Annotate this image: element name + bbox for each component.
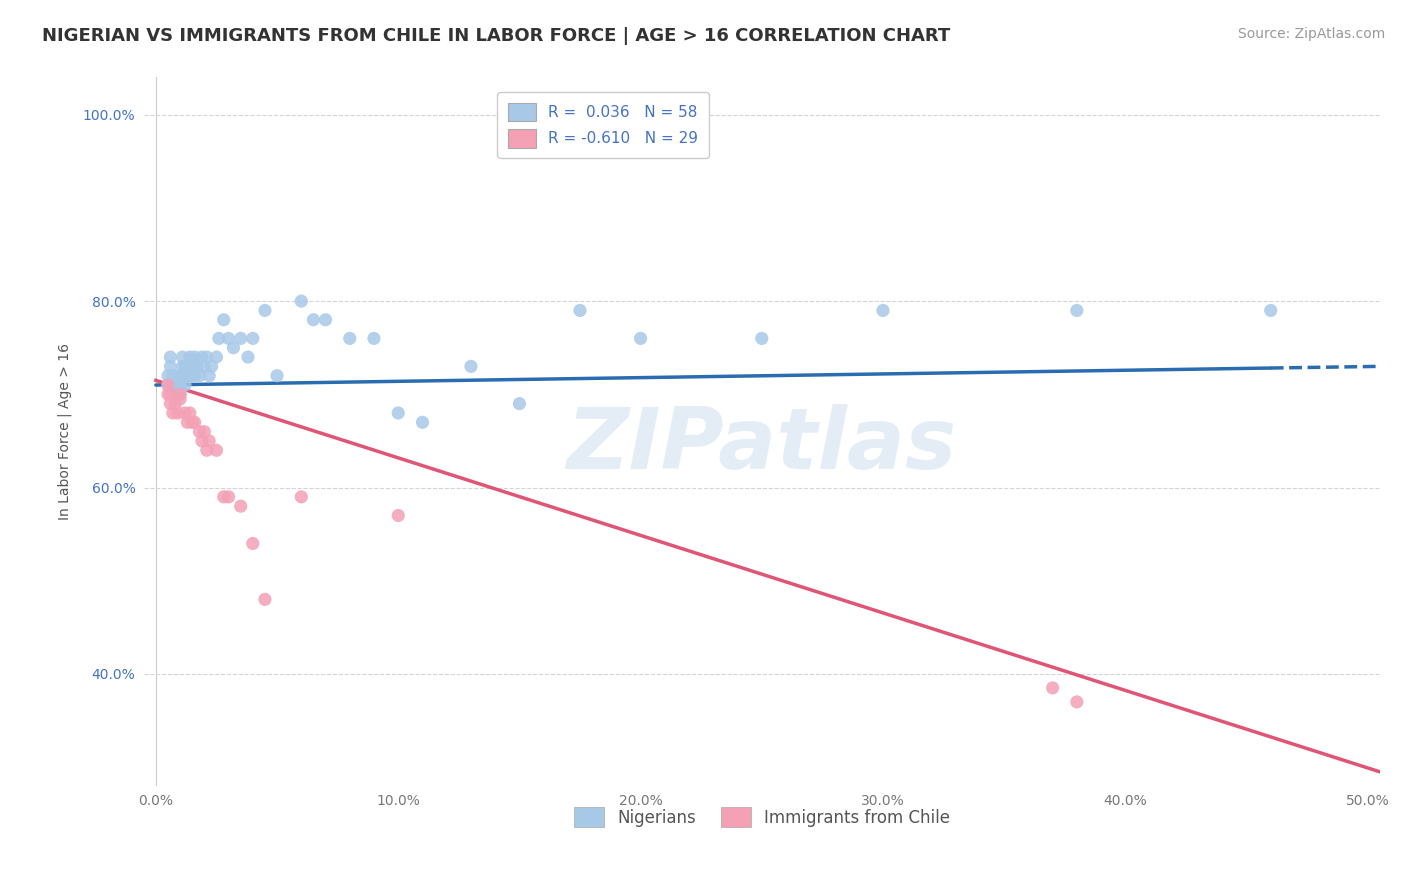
Point <box>1066 695 1088 709</box>
Point <box>1042 681 1064 695</box>
Point <box>212 312 235 326</box>
Point <box>179 368 201 383</box>
Point <box>1260 303 1282 318</box>
Point <box>165 387 187 401</box>
Point <box>176 368 198 383</box>
Point <box>222 341 245 355</box>
Point <box>188 368 211 383</box>
Point <box>242 331 264 345</box>
Point <box>751 331 773 345</box>
Point <box>191 350 214 364</box>
Point <box>569 303 592 318</box>
Point <box>205 350 228 364</box>
Point <box>253 592 276 607</box>
Text: NIGERIAN VS IMMIGRANTS FROM CHILE IN LABOR FORCE | AGE > 16 CORRELATION CHART: NIGERIAN VS IMMIGRANTS FROM CHILE IN LAB… <box>42 27 950 45</box>
Point <box>162 406 184 420</box>
Point <box>169 383 191 397</box>
Point <box>191 434 214 448</box>
Point <box>181 368 204 383</box>
Point <box>460 359 482 374</box>
Point <box>212 490 235 504</box>
Point <box>208 331 231 345</box>
Point <box>176 359 198 374</box>
Point <box>174 368 197 383</box>
Point <box>162 368 184 383</box>
Point <box>156 378 179 392</box>
Point <box>172 350 194 364</box>
Point <box>181 359 204 374</box>
Point <box>166 406 188 420</box>
Point <box>156 378 179 392</box>
Point <box>218 331 240 345</box>
Point <box>411 415 433 429</box>
Point <box>339 331 361 345</box>
Point <box>166 368 188 383</box>
Point <box>169 378 191 392</box>
Point <box>172 368 194 383</box>
Point <box>159 387 181 401</box>
Point <box>198 434 221 448</box>
Point <box>872 303 894 318</box>
Point <box>159 359 181 374</box>
Point <box>198 368 221 383</box>
Point <box>193 359 215 374</box>
Text: ZIPatlas: ZIPatlas <box>567 404 957 487</box>
Point <box>236 350 259 364</box>
Point <box>290 294 312 309</box>
Point <box>166 373 188 387</box>
Point <box>165 378 187 392</box>
Point <box>630 331 652 345</box>
Point <box>165 397 187 411</box>
Point <box>169 392 191 406</box>
Point <box>183 368 205 383</box>
Legend: Nigerians, Immigrants from Chile: Nigerians, Immigrants from Chile <box>567 800 956 834</box>
Point <box>302 312 325 326</box>
Point <box>181 415 204 429</box>
Point <box>172 359 194 374</box>
Point <box>183 350 205 364</box>
Point <box>195 443 218 458</box>
Point <box>1066 303 1088 318</box>
Point <box>159 397 181 411</box>
Point <box>229 331 252 345</box>
Point <box>193 425 215 439</box>
Point <box>195 350 218 364</box>
Point <box>363 331 385 345</box>
Point <box>229 499 252 513</box>
Point <box>205 443 228 458</box>
Point <box>186 359 208 374</box>
Point <box>159 350 181 364</box>
Point <box>242 536 264 550</box>
Text: Source: ZipAtlas.com: Source: ZipAtlas.com <box>1237 27 1385 41</box>
Point <box>290 490 312 504</box>
Point <box>387 406 409 420</box>
Point <box>201 359 224 374</box>
Point <box>183 415 205 429</box>
Point <box>218 490 240 504</box>
Point <box>174 378 197 392</box>
Point <box>169 387 191 401</box>
Point <box>169 387 191 401</box>
Point <box>174 406 197 420</box>
Point <box>508 397 530 411</box>
Point <box>156 387 179 401</box>
Point <box>179 406 201 420</box>
Point <box>176 415 198 429</box>
Point <box>315 312 337 326</box>
Point <box>266 368 288 383</box>
Point <box>188 425 211 439</box>
Point <box>387 508 409 523</box>
Point <box>179 350 201 364</box>
Y-axis label: In Labor Force | Age > 16: In Labor Force | Age > 16 <box>58 343 72 520</box>
Point <box>253 303 276 318</box>
Point <box>156 368 179 383</box>
Point <box>174 359 197 374</box>
